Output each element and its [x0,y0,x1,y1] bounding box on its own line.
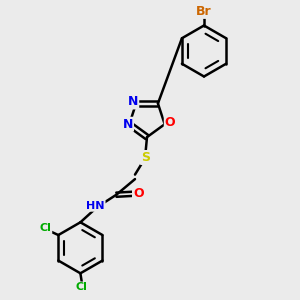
Text: O: O [165,116,176,129]
Text: Br: Br [196,5,212,18]
Text: S: S [141,151,150,164]
Text: Cl: Cl [40,223,51,233]
Text: HN: HN [86,201,105,211]
Text: Cl: Cl [76,282,88,292]
Text: N: N [128,95,138,109]
Text: O: O [133,187,144,200]
Text: N: N [123,118,133,131]
